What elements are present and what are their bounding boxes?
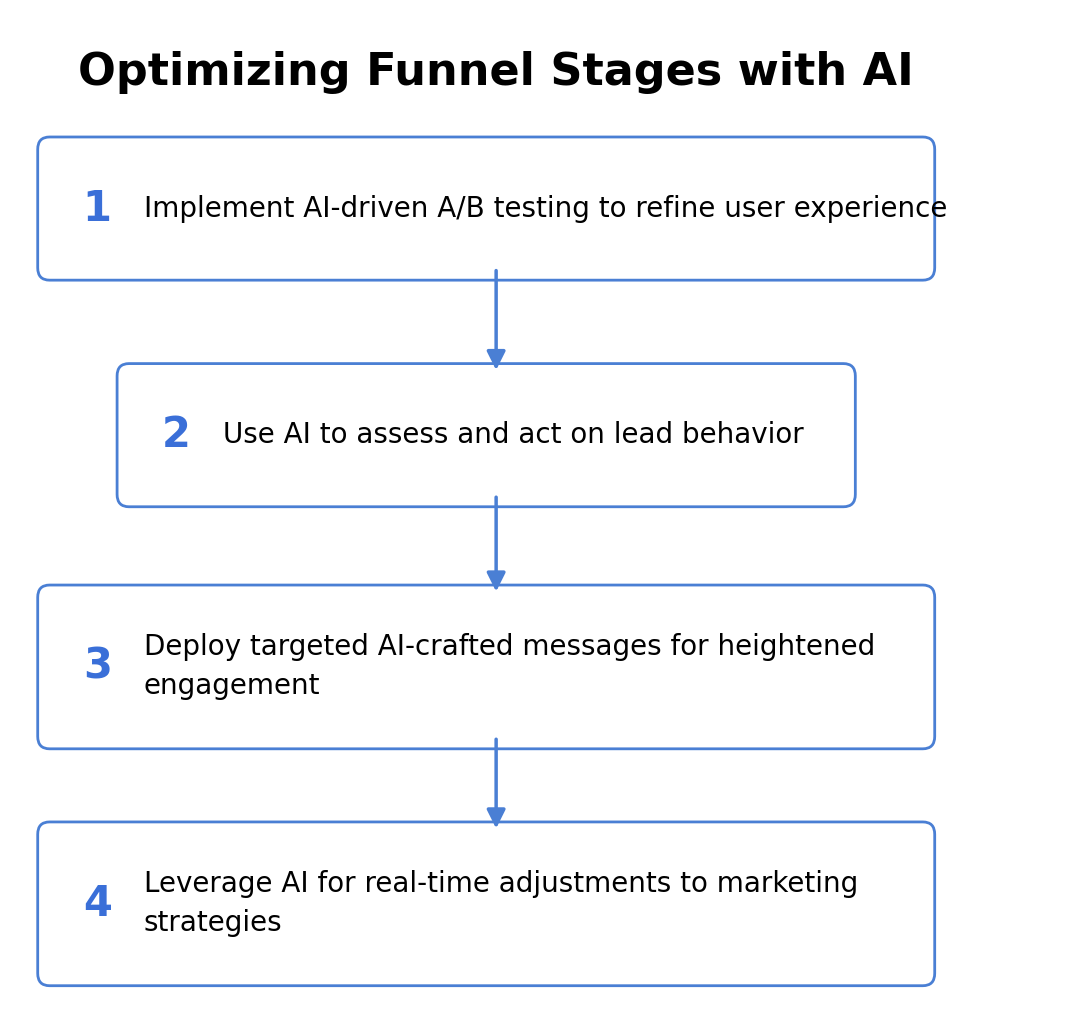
Text: 1: 1 — [83, 187, 111, 230]
Text: 2: 2 — [162, 414, 191, 456]
FancyBboxPatch shape — [38, 137, 934, 280]
Text: 3: 3 — [83, 646, 111, 688]
FancyBboxPatch shape — [38, 585, 934, 749]
FancyBboxPatch shape — [38, 822, 934, 986]
Text: Optimizing Funnel Stages with AI: Optimizing Funnel Stages with AI — [78, 50, 914, 94]
Text: Use AI to assess and act on lead behavior: Use AI to assess and act on lead behavio… — [224, 421, 804, 449]
Text: Deploy targeted AI-crafted messages for heightened
engagement: Deploy targeted AI-crafted messages for … — [144, 633, 875, 700]
Text: Leverage AI for real-time adjustments to marketing
strategies: Leverage AI for real-time adjustments to… — [144, 870, 859, 937]
Text: 4: 4 — [83, 883, 111, 925]
Text: Implement AI-driven A/B testing to refine user experience: Implement AI-driven A/B testing to refin… — [144, 195, 947, 222]
FancyBboxPatch shape — [117, 364, 855, 507]
